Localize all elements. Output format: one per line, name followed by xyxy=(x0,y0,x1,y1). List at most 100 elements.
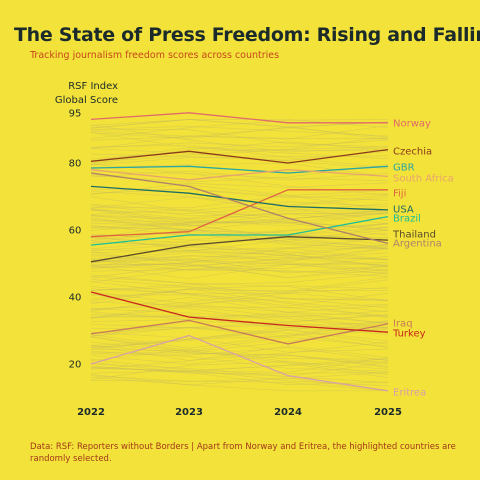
y-tick-label: 60 xyxy=(69,226,82,237)
background-line xyxy=(90,320,389,350)
background-line xyxy=(90,351,389,372)
background-line xyxy=(90,262,389,279)
background-line xyxy=(90,119,389,139)
background-line xyxy=(90,170,389,196)
country-label-iraq: Iraq xyxy=(393,319,413,330)
y-axis-label: RSF Index Global Score xyxy=(30,80,118,108)
background-line xyxy=(90,147,388,162)
background-line xyxy=(90,129,389,148)
y-tick-label: 95 xyxy=(69,108,82,119)
background-line xyxy=(90,207,389,221)
background-line xyxy=(90,358,389,374)
background-line xyxy=(90,209,389,249)
footer-note: Data: RSF: Reporters without Borders | A… xyxy=(30,442,456,464)
background-line xyxy=(90,248,389,283)
y-axis-label-line-2: Global Score xyxy=(54,95,118,106)
series-line-thailand xyxy=(90,236,389,263)
background-line xyxy=(90,263,389,279)
background-line xyxy=(90,170,389,181)
background-line xyxy=(90,376,388,392)
x-tick-label: 2025 xyxy=(374,407,402,418)
country-label-usa: USA xyxy=(393,205,414,216)
country-label-brazil: Brazil xyxy=(393,214,421,225)
y-tick-label: 80 xyxy=(69,159,82,170)
background-line xyxy=(90,286,389,313)
series-line-usa xyxy=(90,185,389,211)
background-line xyxy=(90,279,389,293)
background-line xyxy=(90,188,389,201)
background-lines xyxy=(90,119,389,392)
background-line xyxy=(90,380,389,392)
background-line xyxy=(90,315,389,342)
series-line-iraq xyxy=(90,319,389,345)
series-line-fiji xyxy=(90,189,388,238)
background-line xyxy=(90,305,389,318)
background-line xyxy=(90,288,389,319)
background-line xyxy=(90,286,389,301)
y-ticks: 20 40 60 80 95 xyxy=(69,108,82,370)
y-tick-label: 20 xyxy=(69,360,82,371)
country-label-czechia: Czechia xyxy=(393,147,432,158)
background-line xyxy=(90,345,389,370)
background-line xyxy=(90,331,389,353)
background-line xyxy=(90,182,389,195)
series-line-norway xyxy=(90,112,388,124)
background-line xyxy=(90,276,389,311)
background-line xyxy=(90,212,389,227)
series-line-czechia xyxy=(90,148,389,164)
y-axis-label-line-1: RSF Index xyxy=(68,81,118,92)
country-label-eritrea: Eritrea xyxy=(393,388,426,399)
country-label-turkey: Turkey xyxy=(392,329,426,340)
x-tick-label: 2024 xyxy=(274,407,302,418)
background-line xyxy=(90,125,389,137)
series-line-brazil xyxy=(90,215,389,246)
series-line-turkey xyxy=(90,291,389,333)
background-line xyxy=(90,121,389,139)
background-line xyxy=(90,255,389,274)
series-line-eritrea xyxy=(90,334,389,392)
x-ticks: 2022 2023 2024 2025 xyxy=(77,407,402,418)
background-line xyxy=(90,341,389,361)
background-line xyxy=(90,230,389,250)
background-line xyxy=(90,315,389,328)
background-line xyxy=(90,247,389,262)
highlighted-lines xyxy=(90,112,389,392)
background-line xyxy=(90,218,389,250)
chart-subtitle: Tracking journalism freedom scores acros… xyxy=(30,50,280,61)
background-line xyxy=(90,226,389,237)
background-line xyxy=(90,321,389,337)
background-line xyxy=(90,287,389,306)
background-line xyxy=(90,257,389,275)
country-label-gbr: GBR xyxy=(393,163,415,174)
background-line xyxy=(90,361,389,381)
background-line xyxy=(90,375,389,392)
background-line xyxy=(90,322,389,337)
background-line xyxy=(90,272,389,291)
background-line xyxy=(90,237,389,268)
background-line xyxy=(90,124,389,153)
background-line xyxy=(90,357,389,373)
x-tick-label: 2022 xyxy=(77,407,105,418)
background-line xyxy=(90,247,389,262)
background-line xyxy=(90,191,389,212)
background-line xyxy=(90,221,389,249)
background-line xyxy=(90,294,389,308)
background-line xyxy=(90,274,389,301)
background-line xyxy=(90,276,389,301)
background-line xyxy=(90,194,389,209)
background-line xyxy=(90,203,389,231)
background-line xyxy=(90,119,389,138)
series-line-argentina xyxy=(90,172,389,245)
background-line xyxy=(90,164,389,183)
background-line xyxy=(90,251,389,273)
country-label-thailand: Thailand xyxy=(392,230,436,241)
country-label-south-africa: South Africa xyxy=(393,174,454,185)
background-line xyxy=(90,119,389,141)
background-line xyxy=(90,252,389,278)
background-line xyxy=(90,251,389,267)
background-line xyxy=(90,354,389,367)
x-tick-label: 2023 xyxy=(175,407,203,418)
background-line xyxy=(90,314,389,324)
background-line xyxy=(90,209,389,220)
